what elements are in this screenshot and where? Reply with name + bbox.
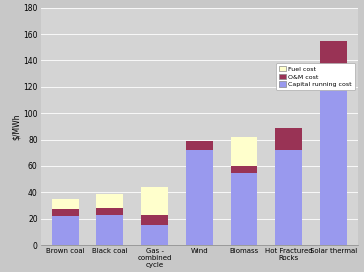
Bar [230, 172, 257, 245]
Bar [52, 216, 79, 245]
Bar [275, 128, 302, 150]
Bar [320, 41, 347, 67]
Y-axis label: $/MWh: $/MWh [11, 113, 20, 140]
Bar [96, 194, 123, 208]
Bar [96, 215, 123, 245]
Bar [186, 150, 213, 245]
Bar [186, 141, 213, 150]
Bar [230, 137, 257, 166]
Bar [52, 209, 79, 216]
Bar [141, 215, 168, 225]
Bar [141, 187, 168, 215]
Legend: Fuel cost, O&M cost, Capital running cost: Fuel cost, O&M cost, Capital running cos… [276, 63, 355, 90]
Bar [96, 208, 123, 215]
Bar [141, 225, 168, 245]
Bar [320, 67, 347, 245]
Bar [275, 150, 302, 245]
Bar [52, 199, 79, 209]
Bar [230, 166, 257, 172]
